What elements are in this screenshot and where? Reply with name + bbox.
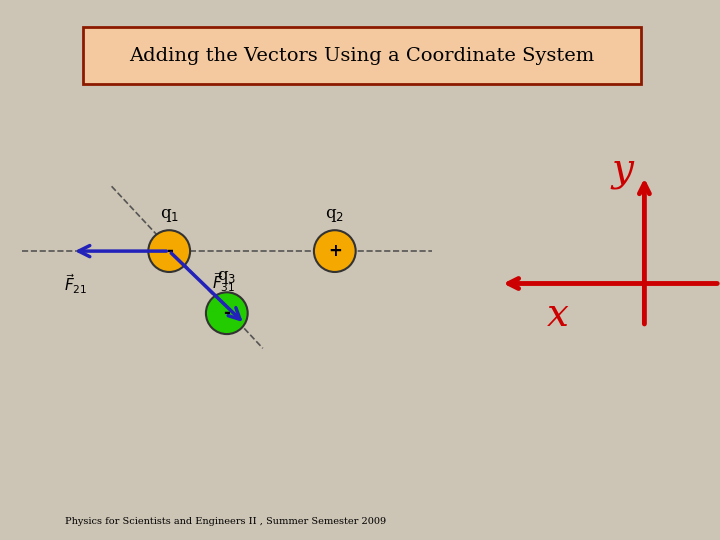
Ellipse shape <box>314 230 356 272</box>
Text: +: + <box>328 242 342 260</box>
Ellipse shape <box>148 230 190 272</box>
Text: -: - <box>223 304 230 322</box>
Text: q$_3$: q$_3$ <box>217 269 236 286</box>
Text: y: y <box>612 152 634 188</box>
Text: Adding the Vectors Using a Coordinate System: Adding the Vectors Using a Coordinate Sy… <box>130 46 595 65</box>
Text: q$_1$: q$_1$ <box>160 207 179 224</box>
Text: Physics for Scientists and Engineers II , Summer Semester 2009: Physics for Scientists and Engineers II … <box>65 517 386 526</box>
Text: -: - <box>166 242 173 260</box>
Text: x: x <box>547 298 569 334</box>
Text: $\vec{F}_{21}$: $\vec{F}_{21}$ <box>64 273 87 296</box>
Text: q$_2$: q$_2$ <box>325 207 344 224</box>
Text: $\vec{F}_{31}$: $\vec{F}_{31}$ <box>212 270 236 294</box>
Ellipse shape <box>206 292 248 334</box>
FancyBboxPatch shape <box>83 27 641 84</box>
